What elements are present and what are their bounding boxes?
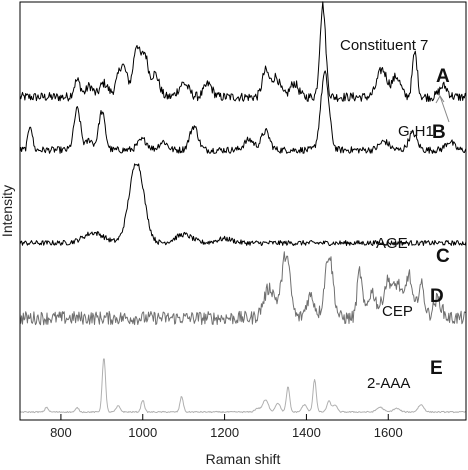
spectrum-line-b <box>19 70 467 154</box>
panel-letter-a: A <box>436 66 450 87</box>
spectrum-line-d <box>19 251 467 326</box>
panel-letter-b: B <box>432 122 446 143</box>
annotation-arrow <box>439 95 450 123</box>
panel-letter-d: D <box>430 286 444 307</box>
x-tick-label: 1400 <box>292 425 321 440</box>
x-tick-label: 1000 <box>128 425 157 440</box>
series-label-a: Constituent 7 <box>340 37 428 54</box>
annotation-arrow-head <box>435 95 445 104</box>
series-label-d: CEP <box>382 303 413 320</box>
panel-letter-e: E <box>430 358 443 379</box>
x-tick-label: 1200 <box>210 425 239 440</box>
plot-frame <box>19 1 467 421</box>
series-label-c: AGE <box>376 235 408 252</box>
series-labels-group: Constituent 7 A G-H1B AGE C CEP D 2-AAA E <box>340 37 450 392</box>
spectrum-line-e <box>19 358 467 414</box>
spectra-group <box>19 1 467 414</box>
series-label-b: G-H1 <box>398 123 434 140</box>
series-label-e: 2-AAA <box>367 375 410 392</box>
x-tick-label: 800 <box>50 425 72 440</box>
x-axis-ticks: 800 1000 1200 1400 1600 <box>50 414 403 440</box>
spectrum-line-c <box>19 163 467 246</box>
spectrum-line-a <box>19 1 467 102</box>
x-tick-label: 1600 <box>374 425 403 440</box>
y-axis-title: Intensity <box>0 185 15 237</box>
panel-letter-c: C <box>436 246 450 267</box>
x-axis-title: Raman shift <box>206 451 281 467</box>
